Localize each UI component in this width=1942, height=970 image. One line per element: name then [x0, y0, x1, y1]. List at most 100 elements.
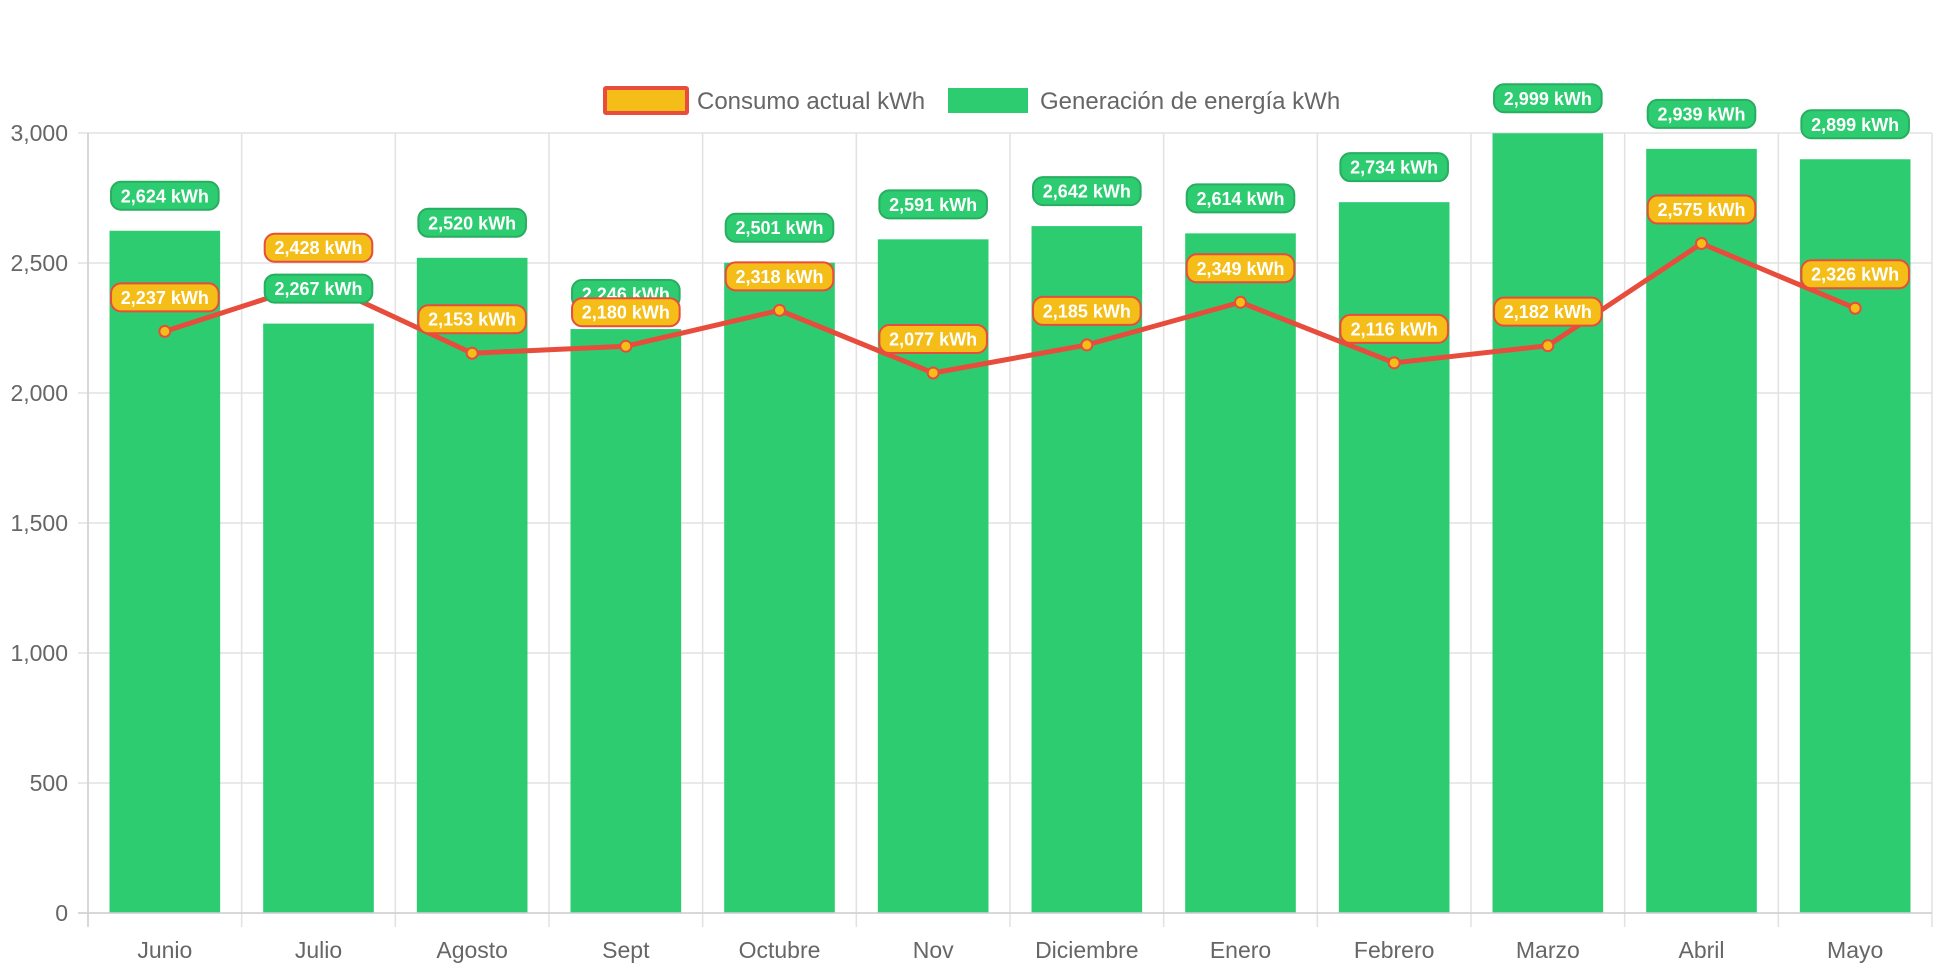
data-label-generacion-text: 2,939 kWh: [1657, 104, 1745, 124]
y-tick-label: 1,500: [10, 510, 68, 536]
data-label-consumo-text: 2,185 kWh: [1043, 301, 1131, 321]
data-label-consumo-text: 2,326 kWh: [1811, 265, 1899, 285]
data-label-generacion-text: 2,899 kWh: [1811, 115, 1899, 135]
bar-generacion[interactable]: [570, 329, 682, 913]
x-tick-label: Diciembre: [1035, 937, 1139, 963]
data-label-generacion-bg: [1493, 83, 1603, 114]
point-consumo[interactable]: [773, 303, 786, 317]
point-consumo[interactable]: [1387, 356, 1401, 370]
point-consumo[interactable]: [926, 366, 940, 380]
data-label-consumo-text: 2,077 kWh: [889, 329, 977, 349]
x-tick-label: Abril: [1678, 937, 1724, 963]
data-label-consumo-bg: [1339, 313, 1449, 344]
data-label-consumo-text: 2,180 kWh: [582, 303, 670, 323]
x-tick-label: Julio: [295, 937, 342, 963]
point-consumo[interactable]: [1080, 338, 1094, 352]
point-consumo[interactable]: [465, 346, 479, 360]
data-label-consumo: 2,237 kWh: [110, 282, 220, 313]
bar-generacion[interactable]: [1646, 148, 1757, 914]
data-label-generacion-bg: [1185, 183, 1296, 214]
data-label-consumo-bg: [1800, 259, 1910, 290]
legend: Consumo actual kWh Generación de energía…: [603, 86, 1340, 115]
x-tick-label: Nov: [913, 937, 954, 963]
data-label-generacion-bg: [110, 180, 220, 211]
data-label-generacion: 2,899 kWh: [1800, 109, 1910, 140]
data-label-consumo: 2,077 kWh: [878, 323, 988, 354]
data-label-consumo-text: 2,428 kWh: [274, 238, 362, 258]
data-label-generacion-bg: [1646, 98, 1757, 129]
x-tick-label: Mayo: [1827, 937, 1883, 963]
legend-swatch-generacion[interactable]: [948, 88, 1028, 113]
data-label-consumo: 2,116 kWh: [1339, 313, 1449, 344]
data-label-generacion-bg: [724, 212, 835, 243]
data-label-generacion-text: 2,501 kWh: [735, 218, 823, 238]
data-label-consumo-text: 2,116 kWh: [1351, 319, 1438, 339]
legend-label-consumo[interactable]: Consumo actual kWh: [697, 88, 925, 115]
x-tick-label: Junio: [137, 937, 192, 963]
data-label-generacion: 2,642 kWh: [1032, 176, 1142, 207]
x-tick-label: Agosto: [436, 937, 508, 963]
data-label-generacion: 2,614 kWh: [1185, 183, 1296, 214]
data-label-consumo-bg: [724, 261, 835, 292]
data-label-consumo-bg: [263, 232, 374, 263]
y-tick-label: 500: [30, 770, 68, 796]
data-label-consumo: 2,326 kWh: [1800, 259, 1910, 290]
x-tick-label: Octubre: [739, 937, 821, 963]
data-label-generacion-text: 2,267 kWh: [274, 279, 362, 299]
bar-generacion[interactable]: [416, 257, 528, 913]
data-label-consumo-bg: [878, 323, 988, 354]
data-label-generacion-bg: [1032, 176, 1142, 207]
data-label-consumo-bg: [1185, 253, 1296, 284]
grid-layer: [78, 132, 1933, 927]
line-consumo: [162, 241, 1858, 376]
data-label-consumo: 2,428 kWh: [263, 232, 374, 263]
bar-generacion[interactable]: [1338, 202, 1450, 913]
data-label-generacion: 2,734 kWh: [1339, 152, 1449, 183]
bars-layer: [109, 133, 1911, 914]
data-label-consumo-text: 2,153 kWh: [428, 310, 516, 330]
x-tick-label: Enero: [1210, 937, 1271, 963]
data-label-generacion-text: 2,734 kWh: [1350, 158, 1438, 178]
point-consumo[interactable]: [1695, 237, 1708, 250]
point-consumo[interactable]: [1541, 339, 1555, 353]
axis-layer: 0 500 1,000 1,500 2,000 2,500 3,000 Junio Julio A…: [10, 120, 1932, 963]
bar-generacion[interactable]: [1185, 233, 1296, 914]
legend-label-generacion[interactable]: Generación de energía kWh: [1040, 88, 1340, 115]
point-consumo[interactable]: [1234, 295, 1247, 309]
x-tick-label: Febrero: [1354, 937, 1435, 963]
data-label-consumo-bg: [1646, 194, 1757, 225]
data-label-consumo-text: 2,182 kWh: [1504, 302, 1592, 322]
y-tick-label: 3,000: [10, 120, 68, 146]
point-consumo[interactable]: [1848, 301, 1862, 315]
point-consumo[interactable]: [619, 339, 633, 353]
data-label-generacion: 2,624 kWh: [110, 180, 220, 211]
data-label-consumo: 2,180 kWh: [571, 297, 681, 328]
legend-swatch-consumo[interactable]: [603, 86, 689, 115]
data-label-generacion-text: 2,614 kWh: [1196, 189, 1284, 209]
y-tick-label: 1,000: [10, 640, 68, 666]
bar-generacion[interactable]: [263, 323, 374, 914]
bar-generacion[interactable]: [724, 262, 835, 913]
bar-generacion[interactable]: [109, 230, 221, 913]
data-label-consumo-bg: [417, 304, 527, 335]
data-label-generacion: 2,999 kWh: [1493, 83, 1603, 114]
data-label-generacion: 2,501 kWh: [724, 212, 835, 243]
data-label-generacion-text: 2,642 kWh: [1043, 182, 1131, 202]
point-consumo[interactable]: [158, 324, 172, 338]
data-label-consumo: 2,318 kWh: [724, 261, 835, 292]
data-label-consumo: 2,575 kWh: [1646, 194, 1757, 225]
data-label-consumo: 2,182 kWh: [1493, 296, 1603, 327]
data-label-consumo-bg: [110, 282, 220, 313]
data-label-consumo: 2,153 kWh: [417, 304, 527, 335]
data-label-consumo-text: 2,575 kWh: [1657, 200, 1745, 220]
data-label-generacion-bg: [878, 189, 988, 220]
data-label-generacion: 2,520 kWh: [417, 207, 527, 238]
y-tick-label: 2,500: [10, 250, 68, 276]
bar-generacion[interactable]: [1492, 133, 1604, 913]
bar-generacion[interactable]: [1031, 226, 1143, 913]
data-label-generacion-bg: [417, 207, 527, 238]
y-tick-label: 2,000: [10, 380, 68, 406]
